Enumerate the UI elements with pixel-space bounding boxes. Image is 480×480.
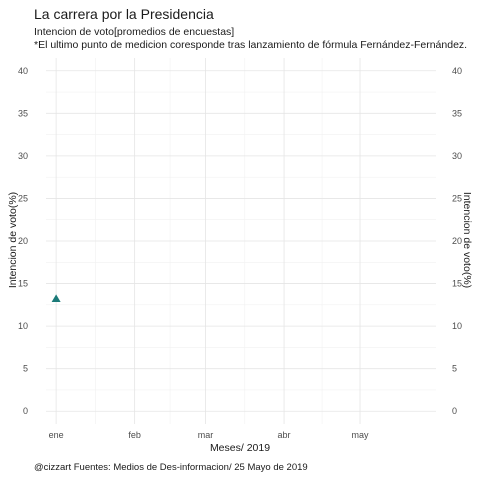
y-tick-label-left: 10	[18, 321, 28, 331]
y-tick-label-right: 0	[452, 406, 457, 416]
y-tick-label-left: 25	[18, 193, 28, 203]
y-tick-label-left: 40	[18, 66, 28, 76]
x-tick-label: ene	[49, 430, 64, 440]
y-tick-label-left: 0	[23, 406, 28, 416]
y-tick-label-left: 5	[23, 364, 28, 374]
x-tick-label: mar	[198, 430, 214, 440]
y-axis-title-left: Intencion de voto(%)	[7, 192, 19, 288]
y-tick-label-right: 5	[452, 364, 457, 374]
x-tick-label: abr	[278, 430, 291, 440]
y-tick-label-right: 10	[452, 321, 462, 331]
y-tick-label-right: 15	[452, 279, 462, 289]
y-tick-label-right: 30	[452, 151, 462, 161]
y-tick-label-left: 30	[18, 151, 28, 161]
y-tick-label-right: 40	[452, 66, 462, 76]
y-tick-label-left: 15	[18, 279, 28, 289]
y-tick-label-right: 35	[452, 108, 462, 118]
x-axis-title: Meses/ 2019	[210, 442, 270, 454]
y-axis-title-right: Intencion de voto(%)	[461, 192, 473, 288]
y-tick-label-left: 35	[18, 108, 28, 118]
y-tick-label-right: 20	[452, 236, 462, 246]
x-tick-label: feb	[128, 430, 141, 440]
x-tick-label: may	[352, 430, 370, 440]
chart-caption: @cizzart Fuentes: Medios de Des-informac…	[34, 462, 308, 473]
data-point-triangle	[52, 294, 61, 302]
y-tick-label-right: 25	[452, 193, 462, 203]
y-tick-label-left: 20	[18, 236, 28, 246]
